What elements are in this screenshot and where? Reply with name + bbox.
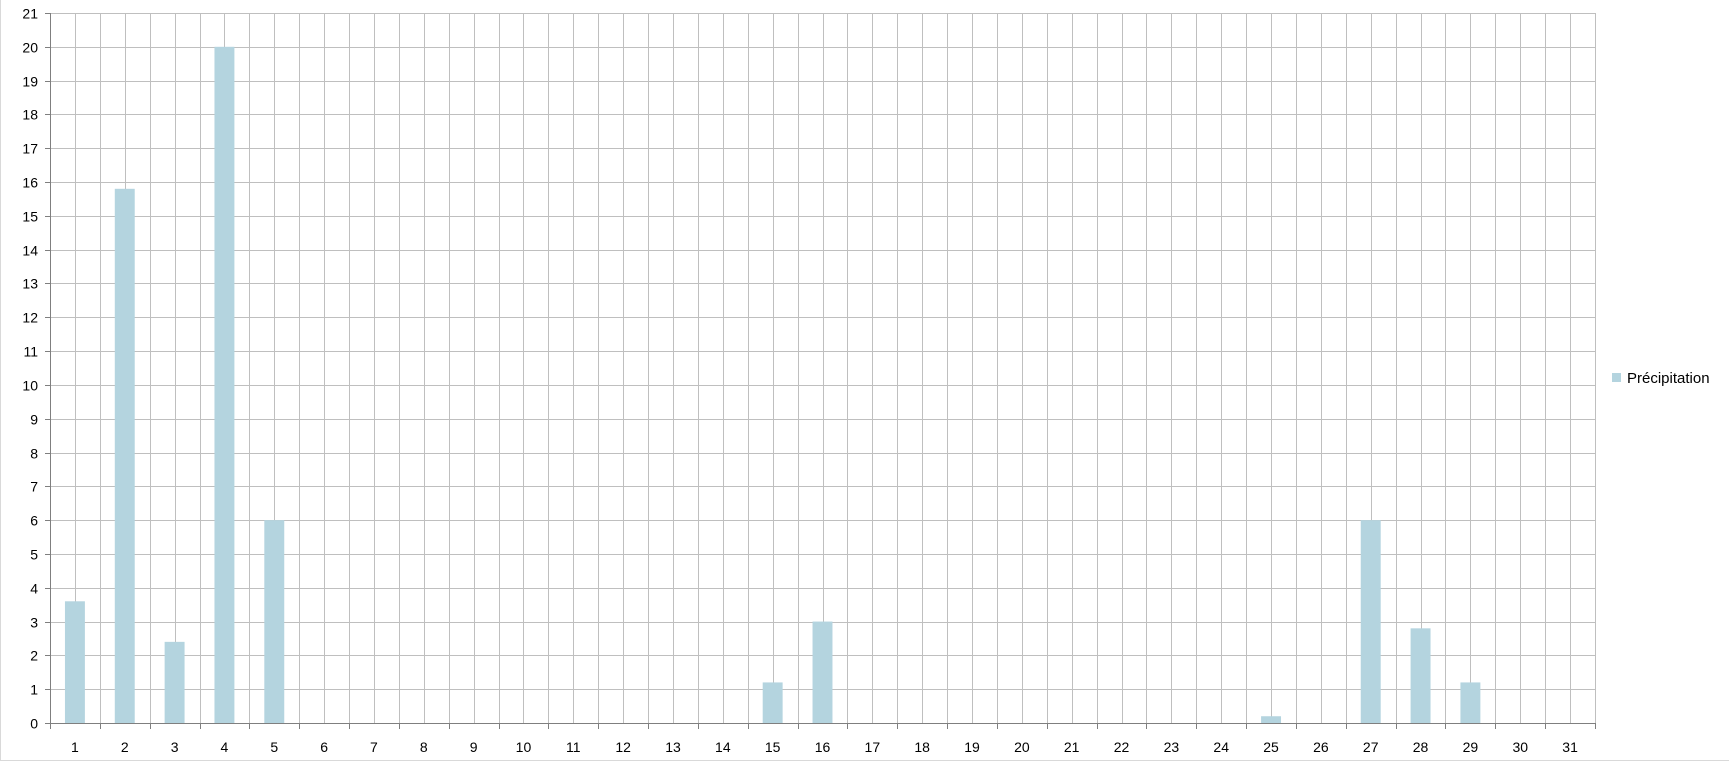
x-tick-label: 21 <box>1064 739 1080 755</box>
x-axis-tick-labels: 1 2 3 4 5 6 7 8 9 10 11 12 13 14 15 16 17 18 19 20 21 22 23 24 2… <box>71 739 1578 755</box>
y-tick-label: 17 <box>22 141 38 157</box>
y-tick-label: 16 <box>22 175 38 191</box>
y-tick-label: 2 <box>30 648 38 664</box>
y-tick-label: 19 <box>22 74 38 90</box>
bar-day-1 <box>64 601 85 723</box>
x-tick-label: 10 <box>516 739 532 755</box>
x-tick-label: 24 <box>1213 739 1229 755</box>
y-tick-label: 21 <box>22 6 38 22</box>
y-tick-label: 1 <box>30 682 38 698</box>
x-tick-label: 11 <box>566 739 581 755</box>
axes <box>45 13 1596 729</box>
legend: Précipitation <box>1612 370 1710 387</box>
y-tick-label: 20 <box>22 40 38 56</box>
bar-day-25 <box>1261 716 1282 723</box>
x-tick-label: 25 <box>1263 739 1279 755</box>
y-tick-label: 5 <box>30 547 38 563</box>
y-tick-label: 8 <box>30 446 38 462</box>
bar-day-15 <box>762 682 783 723</box>
x-tick-label: 18 <box>914 739 930 755</box>
bars <box>64 46 1481 724</box>
x-tick-label: 27 <box>1363 739 1379 755</box>
x-tick-label: 23 <box>1164 739 1180 755</box>
y-tick-label: 12 <box>22 310 38 326</box>
bar-day-3 <box>164 641 185 723</box>
x-tick-label: 28 <box>1413 739 1429 755</box>
x-tick-label: 15 <box>765 739 781 755</box>
bar-day-5 <box>264 520 285 723</box>
y-tick-label: 13 <box>22 276 38 292</box>
legend-swatch-precipitation <box>1612 373 1621 382</box>
x-tick-label: 1 <box>71 739 79 755</box>
x-tick-label: 20 <box>1014 739 1030 755</box>
x-tick-label: 7 <box>370 739 378 755</box>
y-tick-label: 14 <box>22 243 38 259</box>
bar-day-29 <box>1460 682 1481 723</box>
bar-day-2 <box>114 188 135 724</box>
x-tick-label: 6 <box>320 739 328 755</box>
x-tick-label: 4 <box>221 739 229 755</box>
x-tick-label: 31 <box>1562 739 1578 755</box>
x-tick-label: 29 <box>1463 739 1479 755</box>
x-tick-label: 2 <box>121 739 129 755</box>
x-tick-label: 9 <box>470 739 478 755</box>
bar-day-28 <box>1410 628 1431 723</box>
x-tick-label: 5 <box>270 739 278 755</box>
bar-day-16 <box>812 621 833 723</box>
y-tick-label: 4 <box>30 581 38 597</box>
y-tick-label: 0 <box>30 716 38 732</box>
x-tick-label: 13 <box>665 739 681 755</box>
x-tick-label: 19 <box>964 739 980 755</box>
bar-day-4 <box>214 46 235 724</box>
x-tick-label: 12 <box>615 739 631 755</box>
x-tick-label: 22 <box>1114 739 1130 755</box>
x-tick-label: 8 <box>420 739 428 755</box>
legend-label-precipitation: Précipitation <box>1627 370 1710 387</box>
bar-day-27 <box>1360 520 1381 723</box>
y-tick-label: 15 <box>22 209 38 225</box>
y-tick-label: 11 <box>23 344 38 360</box>
x-tick-label: 14 <box>715 739 731 755</box>
x-tick-label: 26 <box>1313 739 1329 755</box>
y-tick-label: 3 <box>30 615 38 631</box>
y-tick-label: 7 <box>30 479 38 495</box>
x-tick-label: 30 <box>1512 739 1528 755</box>
y-tick-label: 10 <box>22 378 38 394</box>
x-tick-label: 3 <box>171 739 179 755</box>
y-tick-label: 9 <box>30 412 38 428</box>
x-tick-label: 16 <box>815 739 831 755</box>
y-tick-label: 18 <box>22 107 38 123</box>
y-tick-label: 6 <box>30 513 38 529</box>
x-tick-label: 17 <box>865 739 881 755</box>
